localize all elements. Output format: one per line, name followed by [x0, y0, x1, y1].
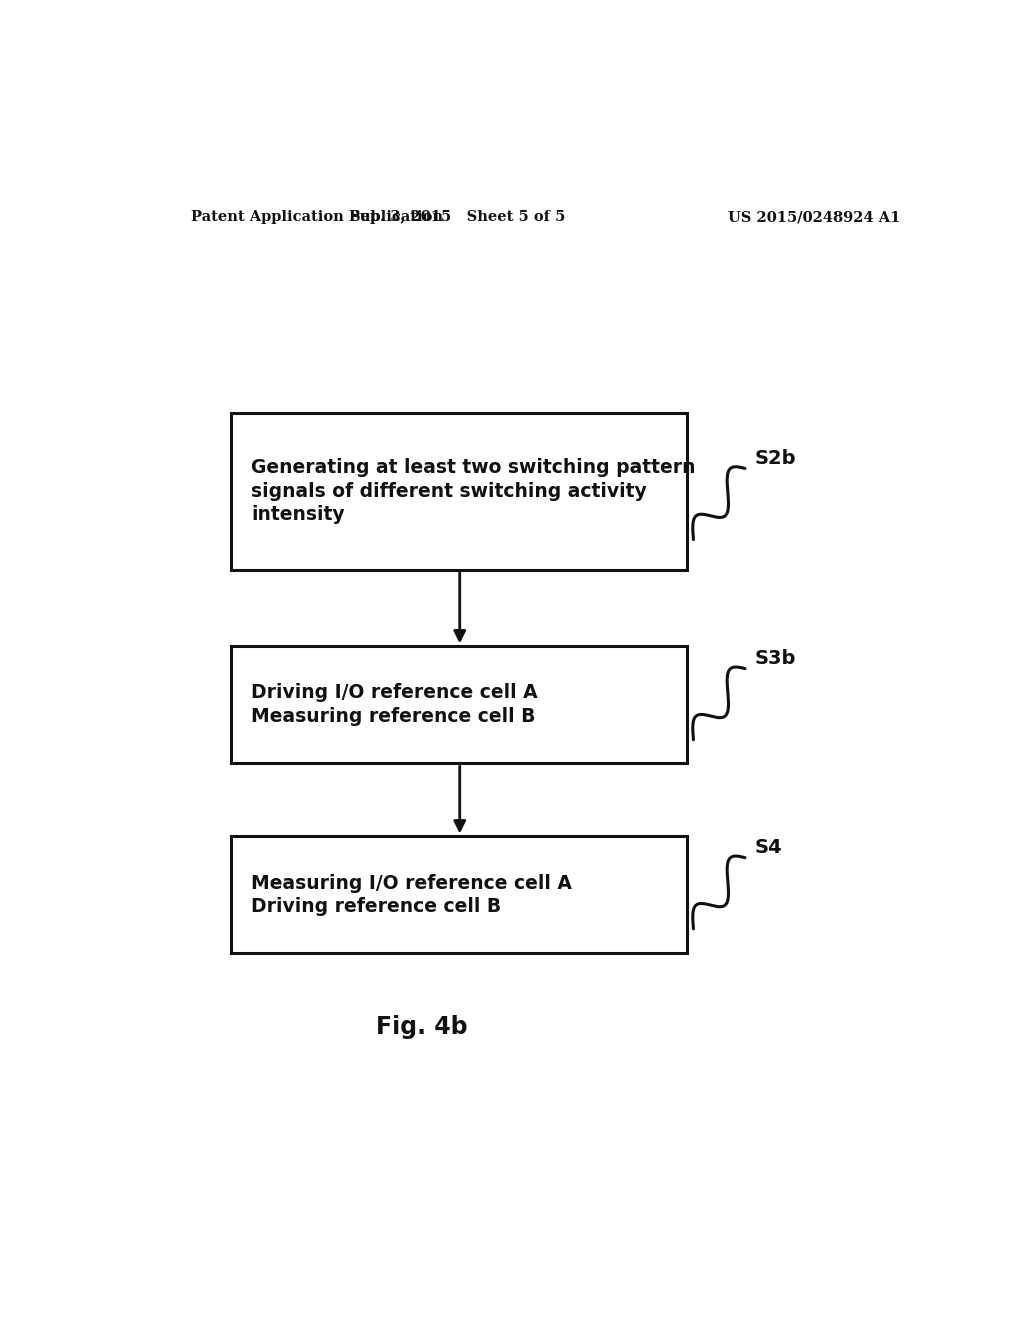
Text: S2b: S2b — [755, 449, 797, 467]
Text: Patent Application Publication: Patent Application Publication — [191, 210, 443, 224]
FancyBboxPatch shape — [231, 647, 687, 763]
Text: Sep. 3, 2015   Sheet 5 of 5: Sep. 3, 2015 Sheet 5 of 5 — [349, 210, 565, 224]
Text: S3b: S3b — [755, 649, 797, 668]
Text: Generating at least two switching pattern
signals of different switching activit: Generating at least two switching patter… — [251, 458, 695, 524]
FancyBboxPatch shape — [231, 837, 687, 953]
Text: S4: S4 — [755, 838, 782, 857]
FancyBboxPatch shape — [231, 412, 687, 570]
Text: US 2015/0248924 A1: US 2015/0248924 A1 — [728, 210, 901, 224]
Text: Driving I/O reference cell A
Measuring reference cell B: Driving I/O reference cell A Measuring r… — [251, 684, 538, 726]
Text: Fig. 4b: Fig. 4b — [376, 1015, 467, 1039]
Text: Measuring I/O reference cell A
Driving reference cell B: Measuring I/O reference cell A Driving r… — [251, 874, 571, 916]
